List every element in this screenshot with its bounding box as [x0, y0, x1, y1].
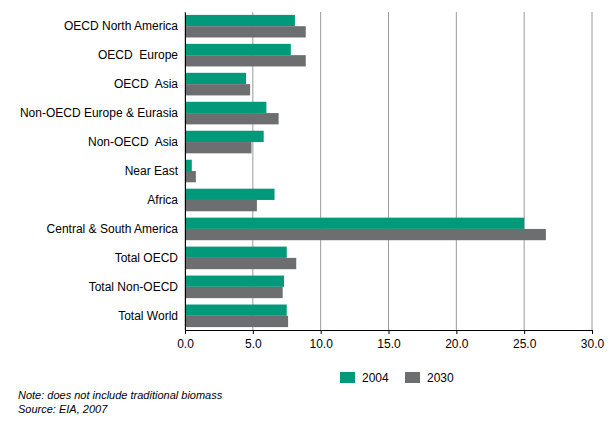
x-tick-label: 5.0	[245, 337, 262, 351]
x-tick-label: 30.0	[581, 337, 605, 351]
y-tick-label: Total OECD	[115, 251, 179, 265]
y-tick-label: OECD Asia	[114, 77, 178, 91]
bar	[185, 171, 196, 182]
chart: 0.0 5.0 10.0 15.0 20.0 25.0 30.0 OECD North Ame…	[0, 0, 616, 421]
x-tick-mark	[456, 330, 457, 334]
bar	[185, 287, 283, 298]
y-tick: Total OECD	[115, 251, 185, 265]
legend-label: 2004	[362, 371, 389, 385]
grid-line	[456, 12, 457, 330]
y-tick-label: OECD North America	[64, 19, 178, 33]
grid-line	[320, 12, 321, 330]
x-tick-label: 15.0	[377, 337, 401, 351]
y-tick-label: Total Non-OECD	[89, 280, 179, 294]
y-tick: Total World	[118, 309, 185, 323]
bar	[185, 160, 192, 171]
x-tick: 15.0	[377, 330, 401, 351]
legend: 2004 2030	[340, 371, 454, 385]
x-tick-label: 25.0	[513, 337, 537, 351]
x-axis: 0.0 5.0 10.0 15.0 20.0 25.0 30.0	[177, 330, 604, 351]
x-tick: 0.0	[177, 330, 194, 351]
bar	[185, 276, 284, 287]
bar	[185, 26, 306, 37]
x-tick: 20.0	[445, 330, 469, 351]
x-tick: 30.0	[581, 330, 605, 351]
bar	[185, 247, 287, 258]
bar	[185, 113, 279, 124]
x-tick-label: 10.0	[309, 337, 333, 351]
y-tick: Non-OECD Europe & Eurasia	[20, 106, 185, 120]
x-tick-label: 0.0	[177, 337, 194, 351]
y-axis: OECD North America OECD Europe OECD Asia No…	[20, 13, 186, 331]
grid-line	[185, 12, 186, 330]
annotation: Source: EIA, 2007	[18, 403, 108, 415]
y-tick-label: Africa	[147, 193, 178, 207]
bar	[185, 73, 246, 84]
x-tick-mark	[389, 330, 390, 334]
x-tick-mark	[253, 330, 254, 334]
legend-swatch	[405, 372, 420, 383]
bar	[185, 102, 266, 113]
x-tick-mark	[592, 330, 593, 334]
bar	[185, 305, 287, 316]
y-tick: Central & South America	[47, 222, 185, 236]
y-tick: Total Non-OECD	[89, 280, 185, 294]
x-tick-mark	[321, 330, 322, 334]
grid-line	[524, 12, 525, 330]
x-tick: 25.0	[513, 330, 537, 351]
grid-line	[592, 12, 593, 330]
y-tick: OECD North America	[64, 19, 185, 33]
y-tick: Africa	[147, 193, 185, 207]
x-tick: 5.0	[245, 330, 262, 351]
bars	[185, 15, 546, 327]
bar	[185, 44, 291, 55]
x-axis-line	[186, 331, 593, 335]
y-tick-label: OECD Europe	[98, 48, 178, 62]
x-tick-label: 20.0	[445, 337, 469, 351]
grid-line	[388, 12, 389, 330]
bar	[185, 189, 275, 200]
bar	[185, 218, 524, 229]
bar	[185, 200, 257, 211]
bar	[185, 131, 264, 142]
bar	[185, 142, 251, 153]
x-tick-mark	[185, 330, 186, 334]
y-tick: OECD Europe	[98, 48, 185, 62]
grid	[185, 12, 592, 330]
y-tick-label: Central & South America	[47, 222, 179, 236]
bar	[185, 229, 546, 240]
x-tick: 10.0	[309, 330, 333, 351]
bar	[185, 55, 306, 66]
y-tick: Near East	[125, 164, 185, 178]
bar	[185, 258, 296, 269]
y-tick-label: Near East	[125, 164, 179, 178]
y-axis-line	[185, 13, 186, 331]
bar	[185, 15, 295, 26]
y-tick: OECD Asia	[114, 77, 185, 91]
legend-label: 2030	[427, 371, 454, 385]
y-tick: Non-OECD Asia	[88, 135, 185, 149]
annotation: Note: does not include traditional bioma…	[18, 389, 223, 401]
bar	[185, 316, 288, 327]
y-tick-label: Total World	[118, 309, 178, 323]
x-tick-mark	[524, 330, 525, 334]
bar	[185, 84, 250, 95]
legend-swatch	[340, 372, 355, 383]
y-tick-label: Non-OECD Asia	[88, 135, 178, 149]
y-tick-label: Non-OECD Europe & Eurasia	[20, 106, 178, 120]
